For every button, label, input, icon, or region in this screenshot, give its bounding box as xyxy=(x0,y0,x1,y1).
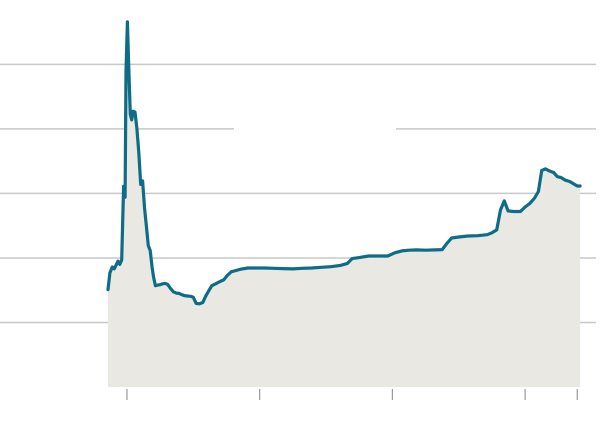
area-fill-layer xyxy=(108,21,581,388)
gridline-gap xyxy=(234,124,396,133)
series-line-layer xyxy=(106,20,582,306)
series-line xyxy=(106,20,582,306)
x-axis-ticks xyxy=(126,389,578,400)
label-gap-layer xyxy=(234,124,396,133)
series-area xyxy=(108,21,581,388)
